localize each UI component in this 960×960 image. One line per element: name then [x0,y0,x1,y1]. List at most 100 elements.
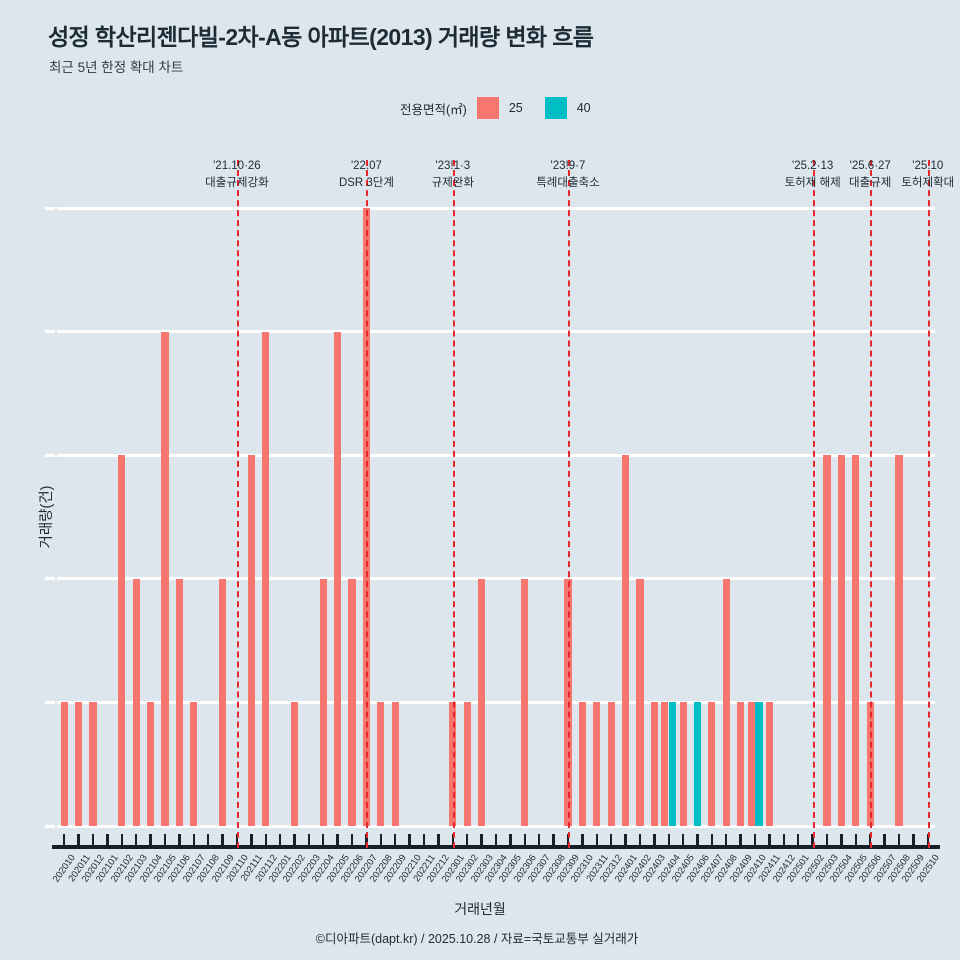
chart-legend: 전용면적(㎡) 25 40 [400,97,591,119]
x-tick-mark-202011 [77,834,80,846]
x-tick-mark-202207 [365,834,368,846]
bar-202104-25[interactable] [146,702,155,826]
y-tick-mark-2 [45,577,55,581]
event-name-202309: 특례대출축소 [536,176,600,189]
x-tick-mark-202212 [437,834,440,846]
bar-202011-25[interactable] [74,702,83,826]
bar-202410-25[interactable] [747,702,755,826]
bar-202205-25[interactable] [334,331,342,826]
event-vline-202510 [927,160,930,848]
x-tick-mark-202509 [912,834,915,846]
x-tick-mark-202105 [163,834,167,846]
x-tick-mark-202401 [624,834,627,846]
x-tick-mark-202201 [278,834,282,846]
bar-202312-25[interactable] [607,702,615,826]
bar-202403-25[interactable] [650,702,658,826]
x-tick-mark-202406 [696,834,699,846]
bar-202010-25[interactable] [60,702,68,826]
bar-202407-25[interactable] [708,702,716,826]
bar-202208-25[interactable] [377,702,385,826]
legend-swatch-40 [544,97,567,119]
x-tick-mark-202109 [221,834,224,846]
x-tick-mark-202210 [408,834,411,846]
y-tick-mark-5 [45,206,55,210]
bar-202107-25[interactable] [190,702,198,826]
x-tick-mark-202504 [840,834,843,846]
event-name-202502: 토허제 해제 [784,176,841,189]
x-tick-mark-202305 [509,834,512,846]
bar-202306-25[interactable] [521,578,529,826]
x-tick-mark-202112 [264,834,267,846]
bar-202406-40[interactable] [693,702,702,826]
legend-title: 전용면적(㎡) [400,102,467,117]
event-name-202207: DSR 3단계 [338,176,394,189]
x-tick-mark-202503 [825,834,829,846]
bar-202503-25[interactable] [823,455,831,826]
bar-202102-25[interactable] [118,455,126,826]
event-vline-202207 [366,160,369,848]
x-tick-mark-202103 [134,834,138,846]
bar-202311-25[interactable] [593,702,601,826]
gridline-y-3 [57,453,935,457]
x-tick-mark-202202 [293,834,296,846]
x-tick-mark-202404 [667,834,670,846]
y-tick-mark-3 [45,453,55,457]
x-tick-mark-202104 [149,834,152,846]
bar-202410-40[interactable] [755,702,763,826]
y-tick-mark-4 [45,330,55,334]
bar-202012-25[interactable] [89,702,97,826]
y-axis-title: 거래량(건) [39,485,56,549]
x-tick-mark-202211 [422,834,426,846]
bar-202112-25[interactable] [262,331,270,826]
bar-202409-25[interactable] [737,702,745,826]
x-tick-mark-202203 [307,834,311,846]
bar-202204-25[interactable] [319,578,327,826]
bar-202408-25[interactable] [722,578,730,826]
legend-label-40: 40 [576,101,591,115]
x-tick-mark-202111 [250,834,253,846]
x-tick-mark-202308 [552,834,555,846]
x-tick-mark-202106 [178,834,181,846]
event-label-202110: '21.10·26 대출규제강화 [205,158,268,191]
bar-202404-40[interactable] [669,702,677,826]
plot-area: 거래량(건) 012345 [39,206,935,828]
bar-202105-25[interactable] [161,331,169,826]
event-vline-202110 [236,160,239,848]
x-tick-mark-202101 [106,834,109,846]
bar-202109-25[interactable] [218,578,227,826]
bar-202404-25[interactable] [661,702,669,826]
bar-202402-25[interactable] [636,578,644,826]
bar-202106-25[interactable] [175,578,183,826]
bar-202206-25[interactable] [348,578,356,826]
event-date-202309: '23!9·7 [550,160,586,172]
bar-202504-25[interactable] [837,455,846,826]
bar-202411-25[interactable] [765,702,774,826]
event-vline-202301 [452,160,455,848]
legend-label-25: 25 [508,101,523,115]
x-tick-mark-202411 [768,834,771,846]
y-tick-mark-1 [45,700,55,704]
bar-202310-25[interactable] [578,702,586,826]
x-axis-title: 거래년월 [454,901,506,917]
bar-202207-25[interactable] [362,208,371,826]
x-tick-mark-202505 [854,834,858,846]
x-tick-mark-202010 [62,834,66,846]
bar-202103-25[interactable] [132,578,140,826]
x-tick-mark-202405 [681,834,685,846]
event-date-202502: '25.2·13 [792,160,834,172]
bar-202111-25[interactable] [247,455,255,826]
event-label-202309: '23!9·7 특례대출축소 [536,158,599,191]
bar-202302-25[interactable] [463,702,471,826]
x-tick-mark-202408 [725,834,728,846]
bar-202401-25[interactable] [621,455,630,826]
event-name-202510: 토허제확대 [901,176,955,189]
bar-202405-25[interactable] [679,702,687,826]
bar-202209-25[interactable] [391,702,399,826]
bar-202508-25[interactable] [895,455,903,826]
x-axis-line [52,845,940,849]
bar-202505-25[interactable] [852,455,860,826]
x-tick-mark-202312 [609,834,613,846]
bar-202303-25[interactable] [478,578,486,826]
event-name-202110: 대출규제강화 [205,176,269,189]
bar-202202-25[interactable] [290,702,299,826]
